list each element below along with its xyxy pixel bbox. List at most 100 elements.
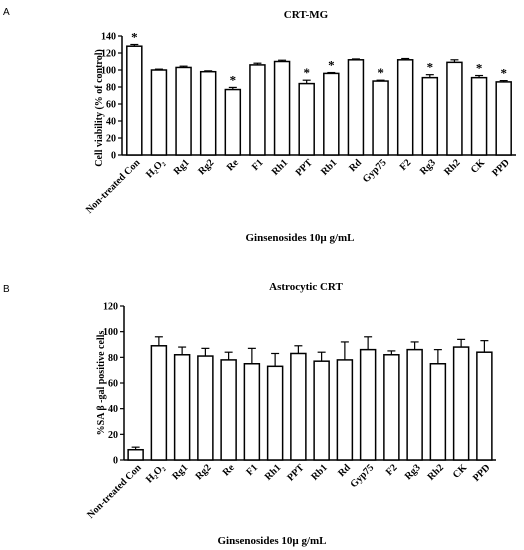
bar <box>359 348 377 461</box>
x-tick-label: PPT <box>285 462 306 483</box>
panel-a-title: CRT-MG <box>284 9 329 21</box>
panel-b-x-axis-label: Ginsenosides 10µ g/mL <box>217 535 326 547</box>
x-tick-label: Non-treated Con <box>84 157 143 216</box>
bar <box>313 360 330 461</box>
x-tick-label: Non-treated Con <box>85 462 144 521</box>
bar <box>290 352 307 461</box>
x-tick-label: Rg1 <box>170 462 190 482</box>
x-tick-label: Re <box>225 157 241 173</box>
x-tick-label: F2 <box>384 462 400 478</box>
x-tick-label: Gyp75 <box>361 157 389 185</box>
x-tick-label: Gyp75 <box>348 462 376 490</box>
y-tick-label: 60 <box>106 100 116 111</box>
bar <box>150 69 168 156</box>
x-tick-label: Rg1 <box>172 157 192 177</box>
significance-marker: * <box>476 61 483 76</box>
x-tick-label: Rb1 <box>319 157 339 177</box>
x-tick-label: CK <box>469 157 488 176</box>
x-tick-label: Rh1 <box>270 157 290 177</box>
panel-b-plot: 0 20 40 60 80 100 120 Non-treated Con H₂O₂ Rg1 Rg2… <box>85 302 496 521</box>
y-tick-label: 100 <box>103 327 118 338</box>
panel-a: A CRT-MG Cell viability (% of control) G… <box>3 7 516 244</box>
bar <box>243 363 261 461</box>
bar <box>224 88 242 156</box>
bar <box>452 346 470 461</box>
y-tick-label: 100 <box>101 66 116 77</box>
x-tick-label: F1 <box>244 462 260 478</box>
panel-b-label: B <box>3 284 10 295</box>
y-tick-label: 20 <box>108 430 118 441</box>
bar <box>197 355 214 461</box>
y-tick-label: 0 <box>113 456 118 467</box>
bar <box>266 365 284 461</box>
y-tick-label: 20 <box>106 134 116 145</box>
significance-marker: * <box>377 65 384 80</box>
x-tick-label: H₂O₂ <box>144 462 167 485</box>
significance-marker: * <box>500 66 507 81</box>
x-tick-label: Rg2 <box>196 157 216 177</box>
x-tick-label: PPD <box>471 462 493 484</box>
x-tick-label: F2 <box>398 157 414 173</box>
x-tick-label: Rh1 <box>263 462 283 482</box>
x-tick-label: Rd <box>336 462 353 479</box>
panel-a-label: A <box>3 7 10 18</box>
panel-b-title: Astrocytic CRT <box>269 281 343 293</box>
bar <box>323 72 340 156</box>
bar <box>126 45 143 156</box>
bar <box>446 61 463 156</box>
bar <box>396 59 414 156</box>
y-tick-label: 120 <box>103 302 118 313</box>
x-tick-label: Rg3 <box>403 462 423 482</box>
y-tick-label: 40 <box>106 117 116 128</box>
bar <box>470 76 488 156</box>
x-tick-label: F1 <box>250 157 266 173</box>
y-tick-label: 80 <box>108 353 118 364</box>
bar <box>127 448 144 461</box>
panel-a-x-axis-label: Ginsenosides 10µ g/mL <box>245 232 354 244</box>
significance-marker: * <box>230 72 237 87</box>
bar <box>249 64 266 156</box>
panel-b-y-axis-label: %SA β -gal positive cells <box>96 331 107 436</box>
x-tick-label: Rh2 <box>426 462 446 482</box>
x-tick-label: H₂O₂ <box>144 157 167 180</box>
bar <box>347 59 365 156</box>
bar <box>220 359 237 461</box>
x-tick-label: PPT <box>294 157 315 178</box>
bar <box>495 81 512 156</box>
panel-a-y-axis-label: Cell viability (% of control) <box>94 49 105 167</box>
significance-marker: * <box>303 65 310 80</box>
bar <box>175 66 192 156</box>
significance-marker: * <box>328 58 335 73</box>
y-tick-label: 0 <box>111 151 116 162</box>
y-tick-label: 140 <box>101 32 116 43</box>
significance-marker: * <box>131 30 138 45</box>
y-tick-label: 120 <box>101 49 116 60</box>
bar <box>199 70 217 156</box>
x-tick-label: Rg3 <box>418 157 438 177</box>
y-tick-label: 60 <box>108 379 118 390</box>
bar <box>173 354 191 461</box>
y-tick-label: 80 <box>106 83 116 94</box>
bar <box>406 348 423 461</box>
x-tick-label: Rg2 <box>194 462 214 482</box>
panel-b: B Astrocytic CRT %SA β -gal positive cel… <box>3 281 496 547</box>
bar <box>429 363 447 461</box>
bar <box>476 351 493 461</box>
bar <box>336 359 354 461</box>
bar <box>150 345 168 461</box>
x-tick-label: Rd <box>347 157 364 174</box>
x-tick-label: Rh2 <box>442 157 462 177</box>
bar <box>383 354 400 461</box>
bar <box>273 60 291 156</box>
bar <box>421 76 439 156</box>
significance-marker: * <box>427 60 434 75</box>
y-tick-label: 40 <box>108 404 118 415</box>
bar <box>372 80 389 156</box>
x-tick-label: Re <box>221 462 237 478</box>
x-tick-label: CK <box>451 462 470 481</box>
x-tick-label: PPD <box>490 157 512 179</box>
x-tick-label: Rb1 <box>309 462 329 482</box>
bar <box>298 82 315 156</box>
